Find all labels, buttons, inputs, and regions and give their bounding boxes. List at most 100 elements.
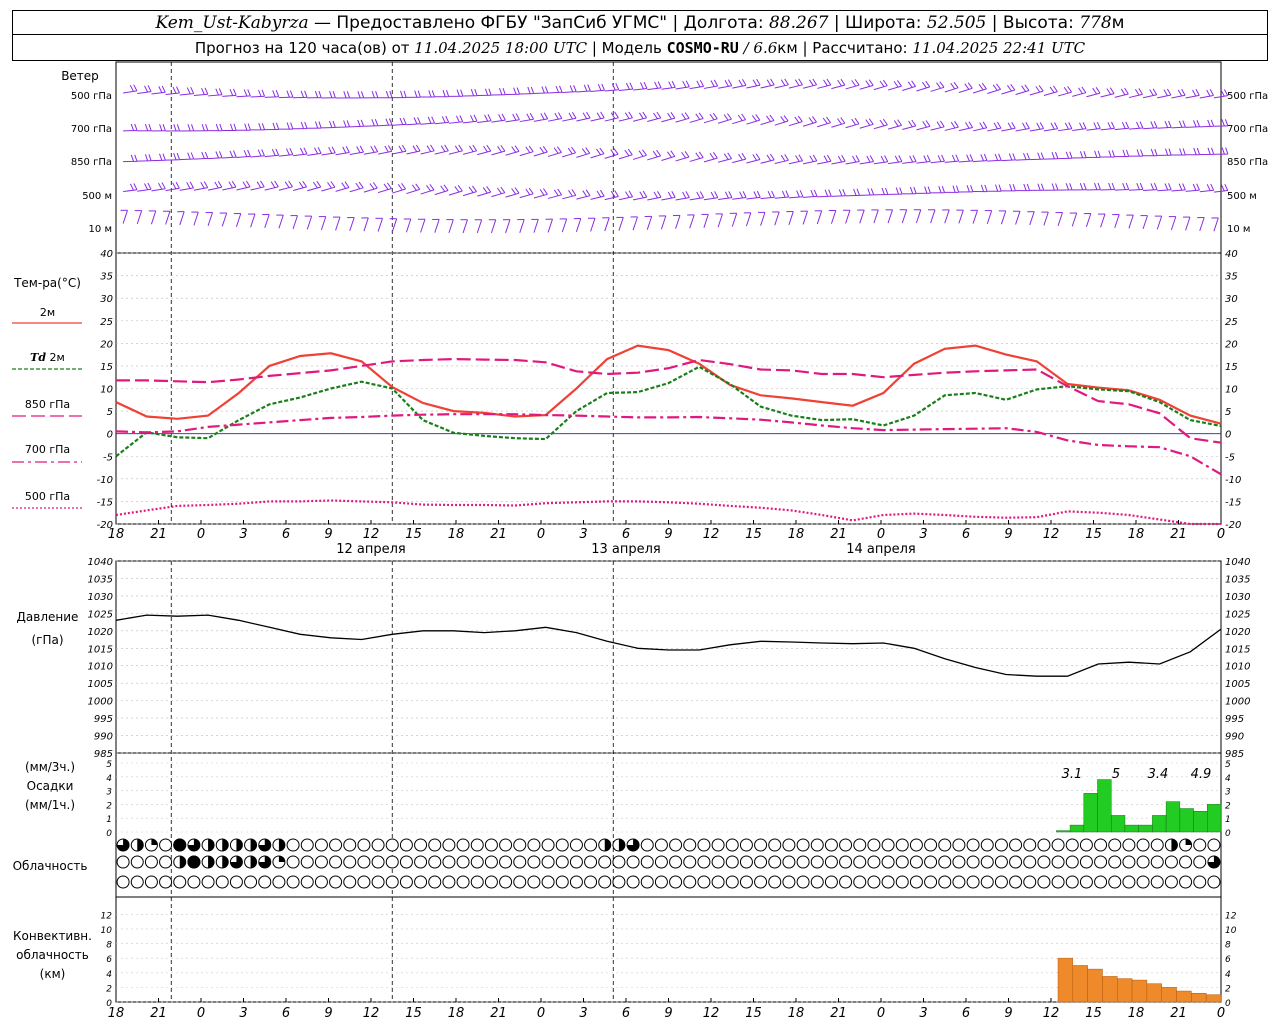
precip-bar <box>1165 801 1181 833</box>
wind-barb-feather <box>331 146 336 154</box>
wind-barb-feather <box>276 122 280 130</box>
wind-barb-feather <box>1023 183 1027 191</box>
wind-barb-shaft <box>1015 128 1030 132</box>
wind-barb-feather <box>172 182 177 190</box>
wind-barb-feather <box>855 155 860 162</box>
wind-barb-feather <box>242 181 248 188</box>
cloud-symbol-fill <box>222 856 229 868</box>
calc-time: 11.04.2025 22:41 UTC <box>912 39 1086 57</box>
wind-barb-feather <box>130 154 135 162</box>
press-y-tick-label-right: 1030 <box>1225 592 1250 603</box>
cloud-symbol <box>173 875 187 889</box>
wind-barb-feather <box>713 79 719 87</box>
cloud-symbol <box>244 875 258 889</box>
wind-barb-shaft <box>165 187 180 192</box>
wind-barb-feather <box>585 189 591 196</box>
wind-barb-shaft <box>1001 127 1016 132</box>
convective-bar <box>1205 994 1222 1003</box>
temp-y-tick-label-left: 40 <box>100 249 113 260</box>
wind-barb-feather <box>586 111 591 119</box>
cloud-symbol <box>810 838 824 852</box>
wind-barb-feather <box>369 183 375 190</box>
wind-barb-feather <box>129 183 134 191</box>
wind-barb-shaft <box>477 120 492 123</box>
cloud-symbol <box>1051 838 1065 852</box>
wind-barb-shaft <box>902 85 916 91</box>
wind-barb-shaft <box>150 210 157 225</box>
wind-barb-feather <box>147 182 152 190</box>
wind-barb-shaft <box>250 155 265 158</box>
wind-barb-feather <box>454 186 460 193</box>
wind-barb-feather <box>1111 182 1116 190</box>
wind-barb-feather <box>502 88 506 95</box>
precip-y-tick-label-right: 5 <box>1225 760 1231 770</box>
cloud-symbol <box>725 838 739 852</box>
cloud-symbol <box>258 875 272 889</box>
wind-barb-feather <box>938 186 942 193</box>
altitude-label: Высота: <box>997 13 1080 33</box>
cloud-symbol <box>980 875 994 889</box>
x-tick-label-bottom: 6 <box>282 1006 290 1021</box>
wind-barb-feather <box>1195 89 1200 96</box>
wind-barb-feather <box>470 89 475 96</box>
precip-bar <box>1097 779 1112 833</box>
wind-barb-shaft <box>179 158 194 161</box>
wind-barb-feather <box>967 82 973 89</box>
cloud-symbol <box>1023 855 1037 869</box>
wind-barb-shaft <box>448 121 463 124</box>
wind-barb-feather <box>1134 88 1140 96</box>
wind-barb-feather <box>341 182 347 189</box>
wind-barb-feather <box>1106 88 1112 95</box>
wind-barb-feather <box>158 86 163 93</box>
wind-barb-feather <box>317 146 322 154</box>
wind-barb-shaft <box>675 117 690 123</box>
press-y-tick-label-right: 1020 <box>1225 627 1250 638</box>
wind-barb-feather <box>468 186 474 193</box>
wind-barb-feather <box>456 89 460 97</box>
cloud-symbol <box>754 875 768 889</box>
wind-barb-feather <box>992 84 998 91</box>
wind-barb-feather <box>430 144 435 152</box>
wind-barb-feather <box>525 188 531 195</box>
cloud-symbol <box>683 855 697 869</box>
wind-barb-feather <box>1068 122 1073 129</box>
wind-barb-shaft <box>349 151 364 155</box>
x-tick-label-top: 12 <box>363 527 380 542</box>
wind-barb-feather <box>753 191 758 199</box>
precip-bar <box>1056 830 1071 833</box>
wind-barb-feather <box>444 144 449 152</box>
wind-barb-feather <box>1093 122 1098 130</box>
cloud-symbol <box>555 855 569 869</box>
wind-barb-feather <box>498 114 503 121</box>
wind-barb-feather <box>386 182 392 189</box>
cloud-symbol <box>739 855 753 869</box>
wind-barb-feather <box>766 79 772 86</box>
cloud-symbol <box>683 875 697 889</box>
wind-barb-feather <box>1165 148 1169 156</box>
cloud-symbol <box>640 875 654 889</box>
wind-barb-feather <box>837 155 843 163</box>
wind-barb-feather <box>217 181 223 188</box>
temp-y-tick-label-left: -10 <box>97 475 113 486</box>
wind-barb-shaft <box>307 152 322 156</box>
wind-barb-feather <box>1124 87 1129 95</box>
cloud-symbol <box>513 875 527 889</box>
press-y-tick-label-right: 1040 <box>1225 557 1250 568</box>
wind-barb-shaft <box>576 117 591 122</box>
wind-barb-feather <box>895 187 900 195</box>
wind-barb-feather <box>1026 152 1031 160</box>
cloud-symbol <box>867 838 881 852</box>
wind-barb-feather <box>247 89 251 97</box>
convective-bar <box>1131 979 1148 1003</box>
wind-barb-feather <box>868 118 874 125</box>
wind-barb-feather <box>1037 152 1041 160</box>
wind-barb-feather <box>233 150 237 158</box>
wind-barb-feather <box>1164 183 1169 191</box>
wind-barb-feather <box>840 78 846 86</box>
wind-barb-feather <box>1220 184 1225 192</box>
wind-barb-feather <box>951 154 956 162</box>
wind-barb-feather <box>275 148 280 156</box>
wind-barb-feather <box>1065 183 1070 191</box>
precip-bar <box>1110 815 1126 833</box>
wind-barb-feather <box>1049 86 1055 93</box>
